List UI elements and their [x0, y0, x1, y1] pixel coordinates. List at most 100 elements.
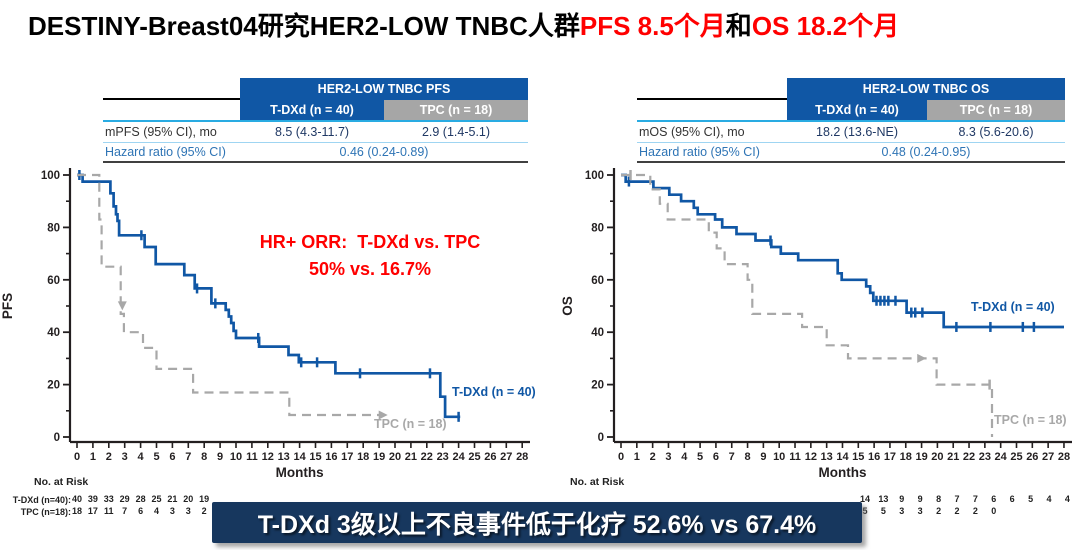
svg-text:11: 11 [789, 451, 801, 463]
svg-text:28: 28 [1058, 451, 1070, 463]
svg-text:17: 17 [341, 451, 353, 463]
svg-text:0: 0 [618, 451, 624, 463]
risk-value: 4 [153, 506, 159, 516]
os-km-plot: 0 1 2 3 4 5 6 7 8 9 10 11 12 13 14 15 16 17 18 19 20 21 22 23 24… [560, 168, 1072, 478]
os-hazard-value: 0.48 (0.24-0.95) [787, 143, 1065, 163]
risk-value: 8 [936, 494, 942, 504]
svg-text:3: 3 [122, 451, 128, 463]
svg-text:5: 5 [153, 451, 159, 463]
svg-text:14: 14 [836, 451, 849, 463]
svg-text:100: 100 [585, 170, 604, 182]
svg-text:40: 40 [591, 327, 604, 339]
os-tpc-curve-label: TPC (n = 18) [994, 413, 1067, 427]
risk-value: 2 [972, 506, 978, 516]
pfs-tpc-curve-label: TPC (n = 18) [374, 417, 447, 431]
orr-annotation-line2: 50% vs. 16.7% [308, 259, 432, 279]
risk-value: 0 [991, 506, 997, 516]
pfs-risk-row-label-tdxd: T-DXd (n=40): [12, 495, 71, 505]
svg-text:10: 10 [773, 451, 785, 463]
svg-text:4: 4 [681, 451, 688, 463]
os-km-chart: 0 1 2 3 4 5 6 7 8 9 10 11 12 13 14 15 16 17 18 19 20 21 22 23 24… [545, 160, 1080, 478]
svg-text:60: 60 [47, 275, 60, 287]
svg-text:Months: Months [818, 465, 866, 478]
risk-value: 17 [87, 506, 98, 516]
pfs-hazard-value: 0.46 (0.24-0.89) [240, 143, 528, 163]
svg-text:18: 18 [900, 451, 912, 463]
svg-text:9: 9 [760, 451, 766, 463]
risk-value: 3 [169, 506, 175, 516]
pfs-km-plot: 0 1 2 3 4 5 6 7 8 9 10 11 12 13 14 15 16 17 18 19 20 21 22 23 24… [0, 168, 530, 478]
title-segment-red-pfs: PFS 8.5个月 [579, 11, 726, 41]
risk-value: 20 [183, 494, 194, 504]
risk-value: 6 [138, 506, 144, 516]
risk-value: 9 [917, 494, 923, 504]
svg-text:PFS: PFS [0, 293, 15, 319]
risk-value: 33 [103, 494, 114, 504]
svg-text:16: 16 [325, 451, 337, 463]
pfs-stats-table: HER2-LOW TNBC PFS T-DXd (n = 40) TPC (n … [103, 78, 528, 163]
svg-text:20: 20 [931, 451, 943, 463]
svg-text:Months: Months [276, 465, 324, 478]
os-col-header-tdxd: T-DXd (n = 40) [787, 100, 927, 122]
risk-value: 13 [878, 494, 889, 504]
svg-text:23: 23 [437, 451, 449, 463]
svg-text:10: 10 [230, 451, 242, 463]
risk-value: 7 [954, 494, 960, 504]
mos-value-tdxd: 18.2 (13.6-NE) [787, 122, 927, 143]
svg-text:20: 20 [47, 380, 60, 392]
svg-text:22: 22 [963, 451, 975, 463]
title-segment-red-os: OS 18.2个月 [751, 11, 900, 41]
table-spacer [103, 100, 240, 122]
svg-text:15: 15 [852, 451, 864, 463]
svg-text:80: 80 [591, 222, 604, 234]
os-table-group-header: HER2-LOW TNBC OS [787, 78, 1065, 100]
risk-value: 21 [167, 494, 178, 504]
svg-text:2: 2 [650, 451, 656, 463]
svg-text:22: 22 [421, 451, 433, 463]
risk-value: 7 [972, 494, 978, 504]
os-risk-header: No. at Risk [570, 476, 625, 488]
mpfs-row-label: mPFS (95% CI), mo [103, 122, 240, 143]
risk-value: 11 [104, 506, 114, 516]
risk-value: 7 [122, 506, 128, 516]
risk-value: 2 [954, 506, 960, 516]
svg-text:16: 16 [868, 451, 880, 463]
risk-value: 39 [87, 494, 98, 504]
os-col-header-tpc: TPC (n = 18) [927, 100, 1065, 122]
pfs-km-chart: 0 1 2 3 4 5 6 7 8 9 10 11 12 13 14 15 16 17 18 19 20 21 22 23 24… [0, 160, 545, 478]
svg-text:6: 6 [169, 451, 175, 463]
svg-text:24: 24 [995, 451, 1008, 463]
orr-annotation-line1: HR+ ORR: T-DXd vs. TPC [259, 232, 481, 252]
orr-annotation: HR+ ORR: T-DXd vs. TPC 50% vs. 16.7% [250, 229, 490, 283]
risk-value: 6 [991, 494, 997, 504]
svg-text:0: 0 [74, 451, 80, 463]
svg-text:19: 19 [915, 451, 927, 463]
title-segment-black-2: 和 [725, 11, 752, 41]
svg-text:27: 27 [1042, 451, 1054, 463]
svg-text:26: 26 [484, 451, 496, 463]
risk-value: 3 [917, 506, 923, 516]
pfs-hazard-row-label: Hazard ratio (95% CI) [103, 143, 240, 163]
svg-text:14: 14 [293, 451, 306, 463]
pfs-table-group-header: HER2-LOW TNBC PFS [240, 78, 528, 100]
svg-text:13: 13 [278, 451, 290, 463]
svg-text:7: 7 [729, 451, 735, 463]
svg-text:21: 21 [947, 451, 959, 463]
svg-text:23: 23 [979, 451, 991, 463]
svg-text:8: 8 [744, 451, 750, 463]
risk-value: 4 [1046, 494, 1052, 504]
svg-text:17: 17 [884, 451, 896, 463]
svg-text:0: 0 [54, 432, 60, 444]
svg-text:24: 24 [452, 451, 465, 463]
table-spacer [637, 100, 787, 122]
svg-text:27: 27 [500, 451, 512, 463]
svg-text:2: 2 [106, 451, 112, 463]
mpfs-value-tdxd: 8.5 (4.3-11.7) [240, 122, 384, 143]
svg-text:3: 3 [665, 451, 671, 463]
svg-text:25: 25 [468, 451, 480, 463]
risk-value: 9 [899, 494, 905, 504]
svg-text:15: 15 [309, 451, 321, 463]
svg-text:19: 19 [373, 451, 385, 463]
risk-value: 25 [151, 494, 162, 504]
pfs-risk-row-label-tpc: TPC (n=18): [20, 507, 71, 517]
